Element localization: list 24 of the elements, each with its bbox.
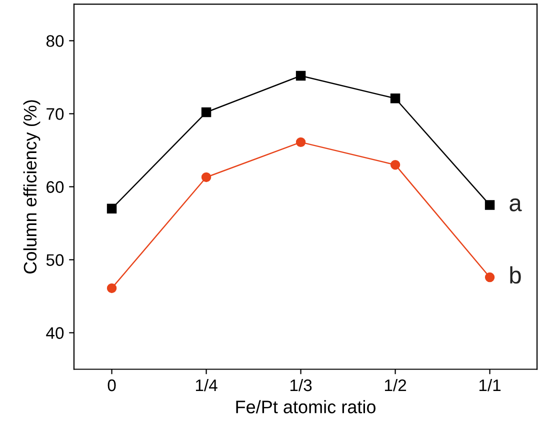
point	[106, 204, 117, 214]
point	[296, 137, 306, 148]
y-tick-label: 80	[46, 35, 64, 47]
point	[390, 160, 400, 170]
y-axis-title: Column efficiency (%)	[23, 100, 40, 274]
point	[484, 200, 495, 210]
point	[484, 272, 495, 282]
y-tick-label: 50	[46, 254, 64, 266]
x-tick-label: 1/4	[196, 378, 218, 392]
x-tick-label: 1/2	[384, 378, 406, 392]
y-tick-label: 40	[46, 327, 64, 339]
series-label: a	[510, 198, 522, 212]
y-tick-label: 60	[46, 181, 64, 193]
x-tick-label: 0	[108, 379, 116, 392]
x-axis-title: Fe/Pt atomic ratio	[236, 400, 376, 414]
point	[106, 283, 117, 294]
point	[296, 70, 306, 81]
point	[201, 172, 212, 182]
y-tick-label: 70	[46, 108, 64, 120]
x-tick-label: 1/1	[479, 378, 501, 392]
series-label: b	[510, 266, 521, 284]
point	[390, 94, 400, 104]
point	[201, 107, 212, 118]
x-tick-label: 1/3	[290, 378, 312, 392]
